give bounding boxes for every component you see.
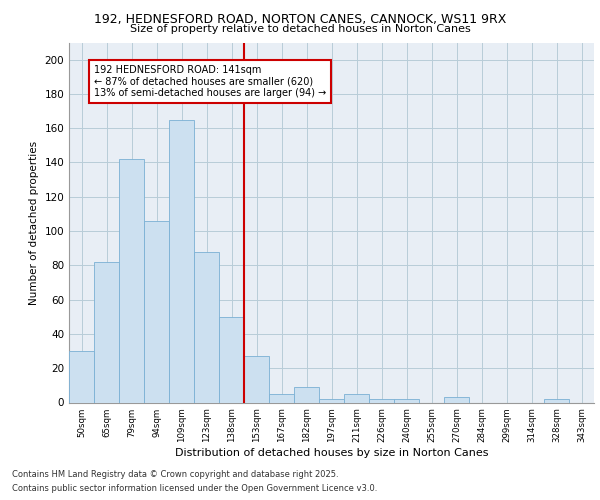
Bar: [544, 399, 569, 402]
Bar: [444, 398, 469, 402]
Text: Size of property relative to detached houses in Norton Canes: Size of property relative to detached ho…: [130, 24, 470, 34]
Bar: [344, 394, 369, 402]
Bar: [394, 399, 419, 402]
Y-axis label: Number of detached properties: Number of detached properties: [29, 140, 39, 304]
Bar: [244, 356, 269, 403]
X-axis label: Distribution of detached houses by size in Norton Canes: Distribution of detached houses by size …: [175, 448, 488, 458]
Bar: [119, 159, 144, 402]
Text: Contains public sector information licensed under the Open Government Licence v3: Contains public sector information licen…: [12, 484, 377, 493]
Text: 192, HEDNESFORD ROAD, NORTON CANES, CANNOCK, WS11 9RX: 192, HEDNESFORD ROAD, NORTON CANES, CANN…: [94, 12, 506, 26]
Bar: [269, 394, 294, 402]
Text: 192 HEDNESFORD ROAD: 141sqm
← 87% of detached houses are smaller (620)
13% of se: 192 HEDNESFORD ROAD: 141sqm ← 87% of det…: [94, 65, 326, 98]
Bar: [369, 399, 394, 402]
Bar: [94, 262, 119, 402]
Bar: [219, 317, 244, 402]
Bar: [194, 252, 219, 402]
Bar: [69, 351, 94, 403]
Bar: [169, 120, 194, 403]
Text: Contains HM Land Registry data © Crown copyright and database right 2025.: Contains HM Land Registry data © Crown c…: [12, 470, 338, 479]
Bar: [294, 387, 319, 402]
Bar: [319, 399, 344, 402]
Bar: [144, 221, 169, 402]
